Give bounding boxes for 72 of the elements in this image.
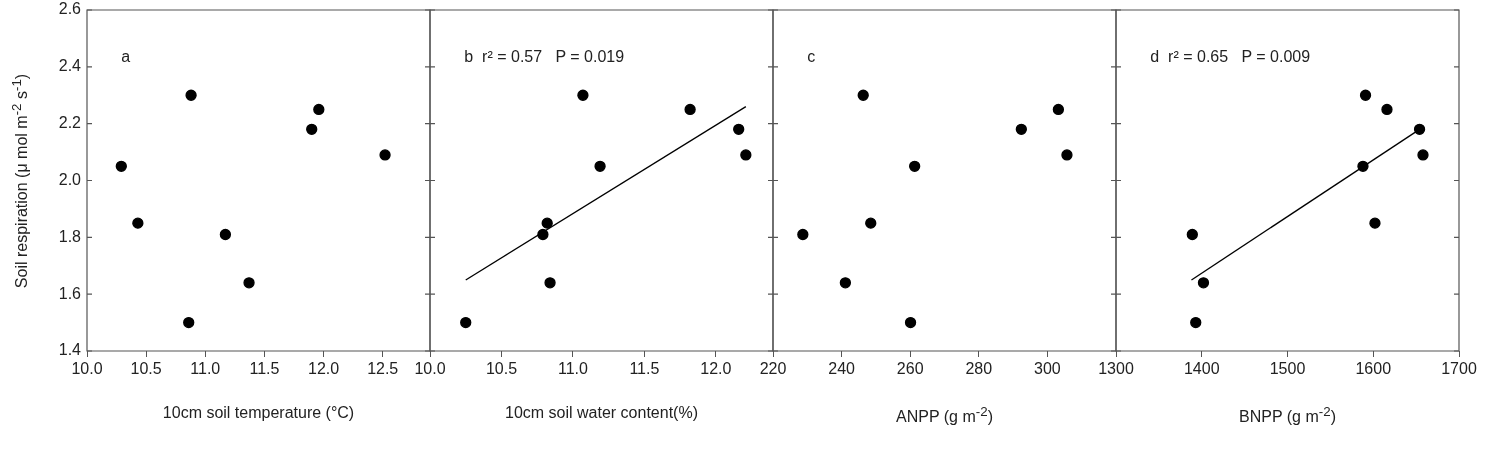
x-tick-label: 300 — [1034, 360, 1061, 378]
x-tick-label: 1600 — [1355, 360, 1392, 378]
point — [594, 160, 606, 172]
point — [1381, 103, 1393, 116]
x-tick-label: 12.0 — [307, 360, 340, 378]
y-tick-label: 2.2 — [58, 114, 82, 132]
point — [740, 149, 752, 161]
annotation: a — [121, 48, 131, 66]
point — [1186, 228, 1198, 241]
point — [1417, 149, 1429, 161]
x-tick-label: 11.0 — [190, 360, 221, 378]
x-tick-label: 260 — [896, 360, 924, 378]
x-tick-label: 10.5 — [485, 360, 518, 378]
point — [185, 89, 197, 101]
point — [1359, 89, 1372, 101]
x-tick-label: 1300 — [1098, 360, 1134, 378]
y-tick-label: 2.0 — [58, 170, 82, 188]
x-tick-label: 10.0 — [71, 360, 103, 378]
point — [733, 123, 745, 135]
point — [541, 217, 553, 229]
x-tick-label: 10.5 — [130, 360, 162, 378]
point — [1357, 160, 1369, 172]
point — [460, 316, 472, 329]
point — [904, 316, 917, 329]
point — [684, 103, 696, 116]
x-axis-title: BNPP (g m$^{-2}$) — [1239, 404, 1336, 427]
point — [306, 123, 318, 135]
x-tick-label: 10.0 — [414, 360, 446, 378]
x-tick-label: 12.0 — [700, 360, 732, 378]
x-tick-label: 1400 — [1183, 360, 1220, 378]
point — [544, 277, 556, 289]
point — [577, 89, 589, 101]
x-axis-title: ANPP (g m$^{-2}$) — [896, 404, 993, 427]
x-tick-label: 11.0 — [557, 360, 588, 378]
y-tick-label: 2.4 — [58, 57, 82, 75]
point — [865, 217, 877, 229]
x-tick-label: 220 — [759, 360, 787, 378]
point — [857, 89, 869, 101]
point — [1413, 123, 1426, 135]
point — [1190, 316, 1202, 329]
point — [183, 316, 195, 329]
point — [839, 277, 852, 289]
x-tick-label: 1500 — [1269, 360, 1306, 378]
x-tick-label: 12.5 — [367, 360, 399, 378]
annotation: c — [807, 48, 816, 66]
point — [313, 103, 325, 116]
annotation: b r² = 0.57 P = 0.019 — [464, 48, 625, 66]
point — [132, 217, 144, 229]
point — [537, 228, 549, 241]
point — [1052, 103, 1065, 116]
y-tick-label: 1.4 — [58, 341, 82, 359]
annotation: d r² = 0.65 P = 0.009 — [1150, 48, 1311, 66]
y-tick-label: 2.6 — [58, 0, 82, 18]
x-axis-title: 10cm soil temperature (°C) — [162, 404, 355, 422]
y-tick-label: 1.6 — [58, 284, 82, 302]
x-axis-title: 10cm soil water content(%) — [505, 404, 698, 422]
point — [379, 149, 391, 161]
x-tick-label: 240 — [828, 360, 856, 378]
point — [797, 228, 809, 241]
point — [219, 228, 232, 241]
x-tick-label: 11.5 — [629, 360, 660, 378]
point — [115, 160, 127, 172]
point — [1369, 217, 1381, 229]
point — [1197, 277, 1210, 289]
x-tick-label: 11.5 — [249, 360, 280, 378]
point — [243, 277, 255, 289]
y-tick-label: 1.8 — [58, 227, 82, 245]
x-tick-label: 280 — [965, 360, 993, 378]
point — [1015, 123, 1027, 135]
point — [1061, 149, 1073, 161]
x-tick-label: 1700 — [1441, 360, 1477, 378]
point — [909, 160, 921, 172]
